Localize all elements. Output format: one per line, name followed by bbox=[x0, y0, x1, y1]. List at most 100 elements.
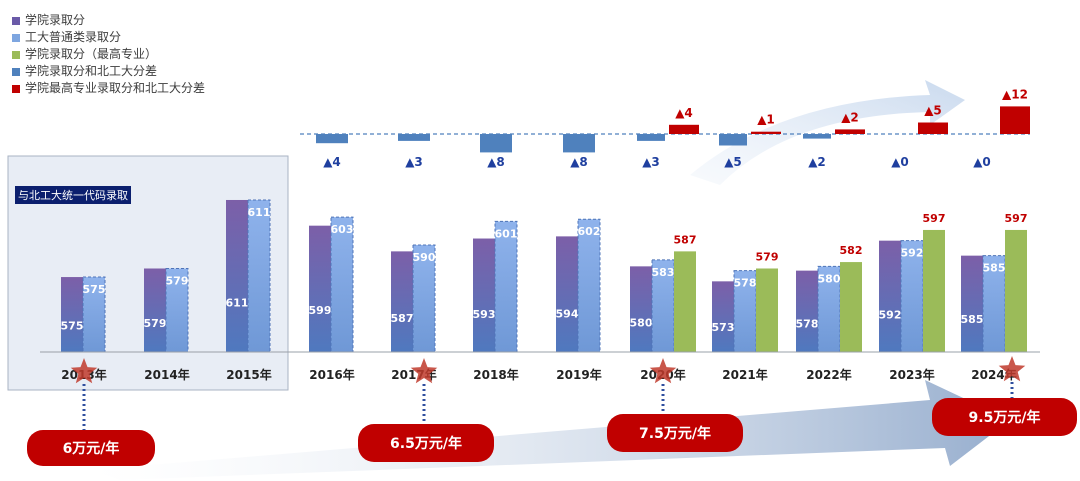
star-icon bbox=[998, 356, 1026, 382]
bar-label-bjut: 578 bbox=[734, 277, 757, 290]
legend-swatch-bjut bbox=[12, 33, 20, 42]
legend-item: 学院录取分和北工大分差 bbox=[12, 63, 205, 80]
bar-label-bjut: 611 bbox=[248, 206, 271, 219]
legend-swatch-diff-top bbox=[12, 84, 20, 93]
bar-label-bjut: 601 bbox=[495, 227, 518, 240]
bar-label-top-major: 597 bbox=[1005, 212, 1028, 225]
bar-label-top-major: 579 bbox=[756, 250, 779, 263]
diff-bar-college bbox=[637, 134, 665, 141]
bar-top-major bbox=[923, 229, 945, 352]
x-tick-label: 2014年 bbox=[144, 367, 189, 382]
diff-label-college: ▲2 bbox=[808, 155, 826, 169]
x-tick-label: 2023年 bbox=[889, 367, 934, 382]
legend-item: 学院录取分（最高专业） bbox=[12, 46, 205, 63]
diff-label-top-major: ▲12 bbox=[1002, 87, 1028, 101]
bottom-trend-arrow bbox=[90, 380, 1010, 480]
bar-college bbox=[473, 238, 495, 352]
diff-label-college: ▲3 bbox=[642, 155, 660, 169]
diff-bar-top-major bbox=[918, 122, 948, 134]
bar-college bbox=[556, 236, 578, 352]
legend-label: 工大普通类录取分 bbox=[25, 30, 122, 44]
bar-college bbox=[961, 255, 983, 352]
diff-bar-college bbox=[563, 134, 595, 153]
legend-item: 工大普通类录取分 bbox=[12, 29, 205, 46]
bar-label-college: 611 bbox=[226, 296, 249, 309]
legend-swatch-diff-college bbox=[12, 67, 20, 76]
diff-bar-college bbox=[316, 134, 348, 144]
bar-college bbox=[391, 251, 413, 352]
fee-pill-2017: 6.5万元/年 bbox=[358, 424, 494, 462]
bar-college bbox=[226, 199, 248, 352]
bar-label-college: 599 bbox=[309, 304, 332, 317]
bar-label-bjut: 592 bbox=[901, 247, 924, 260]
fee-pill-2024: 9.5万元/年 bbox=[932, 398, 1077, 436]
legend-label: 学院录取分（最高专业） bbox=[25, 47, 158, 61]
bar-top-major bbox=[840, 262, 862, 352]
diff-label-college: ▲3 bbox=[405, 155, 423, 169]
bar-college bbox=[630, 266, 652, 352]
diff-label-top-major: ▲5 bbox=[924, 104, 942, 118]
bar-label-college: 594 bbox=[556, 307, 579, 320]
bar-college bbox=[796, 270, 818, 352]
diff-label-top-major: ▲2 bbox=[841, 110, 859, 124]
x-tick-label: 2018年 bbox=[473, 367, 518, 382]
bar-label-bjut: 585 bbox=[983, 262, 1006, 275]
bar-label-college: 593 bbox=[473, 308, 496, 321]
legend-swatch-college bbox=[12, 16, 20, 25]
star-icon bbox=[70, 358, 98, 384]
diff-bar-top-major bbox=[835, 129, 865, 134]
fee-pill-2020: 7.5万元/年 bbox=[607, 414, 743, 452]
fee-pill-2013: 6万元/年 bbox=[27, 430, 155, 466]
bar-label-bjut: 580 bbox=[818, 272, 841, 285]
bar-top-major bbox=[756, 268, 778, 352]
bar-top-major bbox=[674, 251, 696, 352]
top-trend-arrow bbox=[690, 80, 965, 185]
bar-bjut bbox=[247, 199, 271, 353]
star-icon bbox=[410, 358, 438, 384]
x-tick-label: 2019年 bbox=[556, 367, 601, 382]
x-tick-label: 2015年 bbox=[226, 367, 271, 382]
bar-top-major bbox=[1005, 229, 1027, 352]
diff-label-top-major: ▲1 bbox=[757, 113, 775, 127]
legend-item: 学院最高专业录取分和北工大分差 bbox=[12, 80, 205, 97]
bar-label-bjut: 603 bbox=[331, 223, 354, 236]
legend-label: 学院录取分和北工大分差 bbox=[25, 64, 158, 78]
bar-label-top-major: 587 bbox=[674, 233, 697, 246]
legend: 学院录取分 工大普通类录取分 学院录取分（最高专业） 学院录取分和北工大分差 学… bbox=[12, 12, 205, 97]
diff-bar-college bbox=[719, 134, 747, 146]
bar-college bbox=[61, 277, 83, 352]
bar-label-college: 575 bbox=[61, 320, 84, 333]
bar-bjut bbox=[330, 216, 354, 353]
diff-label-college: ▲8 bbox=[570, 155, 588, 169]
x-tick-label: 2021年 bbox=[722, 367, 767, 382]
bar-label-bjut: 602 bbox=[578, 225, 601, 238]
bar-label-bjut: 590 bbox=[413, 251, 436, 264]
diff-bar-college bbox=[398, 134, 430, 141]
bar-label-bjut: 583 bbox=[652, 266, 675, 279]
legend-swatch-top-major bbox=[12, 50, 20, 59]
bar-bjut bbox=[494, 220, 518, 353]
bar-label-college: 579 bbox=[144, 317, 167, 330]
legend-label: 学院录取分 bbox=[25, 13, 86, 27]
diff-label-college: ▲8 bbox=[487, 155, 505, 169]
bar-label-college: 592 bbox=[879, 309, 902, 322]
diff-label-college: ▲5 bbox=[724, 155, 742, 169]
diff-bar-college bbox=[803, 134, 831, 139]
unified-code-label: 与北工大统一代码录取 bbox=[15, 186, 131, 204]
bar-bjut bbox=[577, 218, 601, 353]
diff-label-college: ▲4 bbox=[323, 155, 341, 169]
bar-label-college: 585 bbox=[961, 313, 984, 326]
bar-label-college: 573 bbox=[712, 321, 735, 334]
x-tick-label: 2022年 bbox=[806, 367, 851, 382]
bar-bjut bbox=[817, 265, 841, 353]
diff-label-college: ▲0 bbox=[891, 155, 909, 169]
bar-label-top-major: 597 bbox=[923, 212, 946, 225]
diff-bar-top-major bbox=[1000, 106, 1030, 134]
bar-college bbox=[879, 240, 901, 352]
diff-bar-top-major bbox=[669, 124, 699, 134]
diff-bar-college bbox=[480, 134, 512, 153]
bar-label-college: 580 bbox=[630, 316, 653, 329]
diff-bar-top-major bbox=[751, 131, 781, 134]
bar-label-college: 578 bbox=[796, 318, 819, 331]
